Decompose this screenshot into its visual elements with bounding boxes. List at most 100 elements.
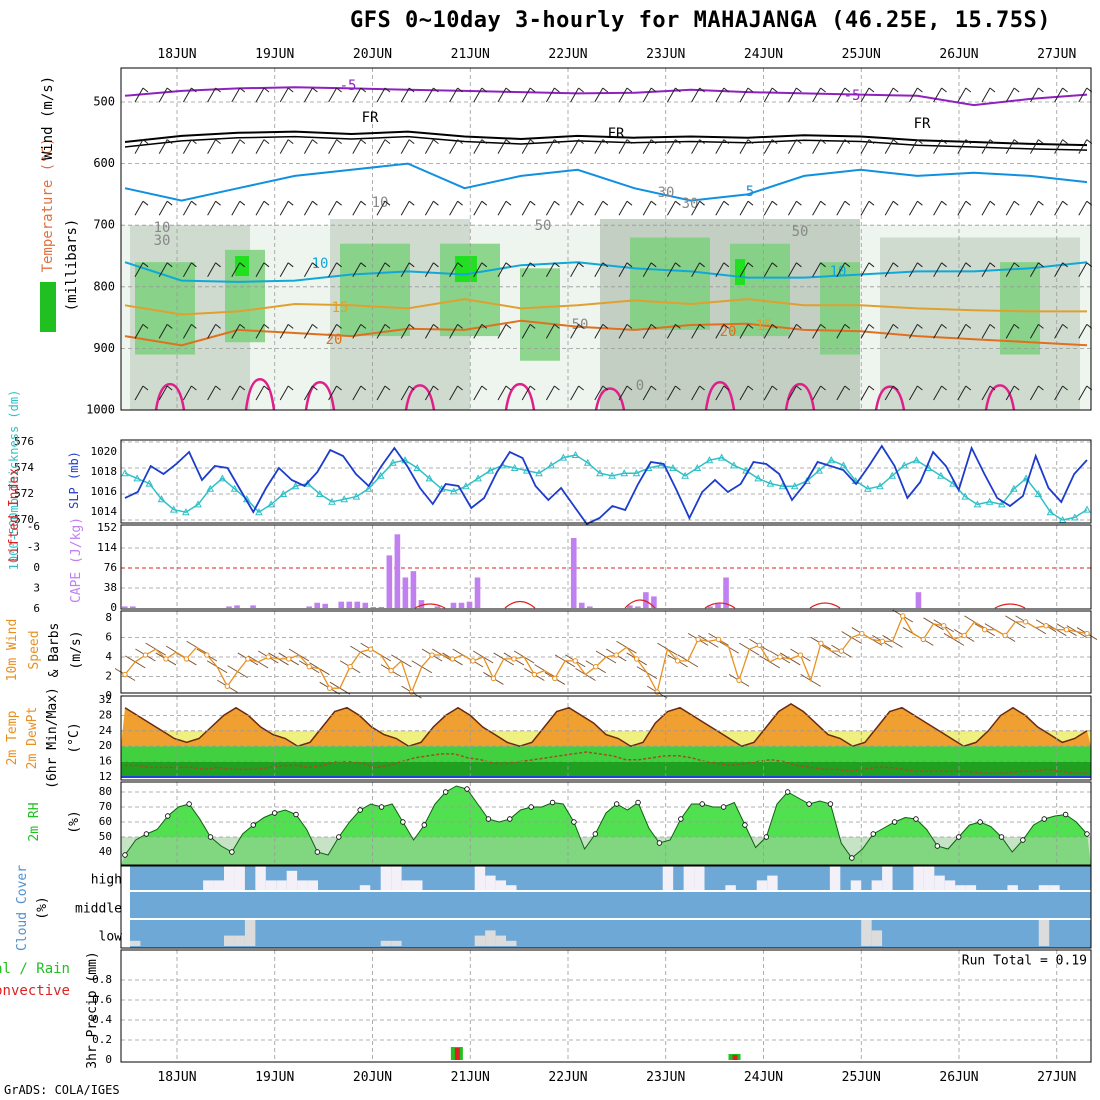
- wind-speed-point: [593, 664, 599, 670]
- wind-barb-flag: [796, 324, 802, 329]
- axis-label: Wind (m/s): [40, 76, 56, 160]
- isotherm-25-line: [594, 387, 626, 411]
- tick-label: 0.2: [92, 1033, 112, 1046]
- wind-barb-flag: [481, 262, 488, 268]
- rh-high-region: [340, 243, 410, 337]
- rh-point: [1062, 811, 1069, 818]
- cloud-high-bar: [955, 885, 966, 890]
- wind-barb: [424, 139, 434, 154]
- thickness-point: [559, 453, 568, 461]
- axis-label: (%): [35, 896, 50, 919]
- cloud-cover-panel: high middle low Cloud Cover (%): [15, 865, 1092, 951]
- wind-barb: [570, 200, 580, 216]
- wind-barb-flag: [529, 87, 536, 93]
- tick-label: 152: [97, 521, 117, 534]
- tick-label: 38: [104, 581, 117, 594]
- cape-bar: [314, 602, 321, 608]
- wind-barb: [739, 262, 749, 278]
- wind-barb: [279, 262, 289, 278]
- wind-barb: [763, 324, 773, 339]
- wind-barb: [521, 262, 531, 278]
- wind-barb: [715, 87, 725, 103]
- wind-barb: [279, 200, 289, 216]
- thickness-point: [571, 450, 580, 458]
- axis-label: 3hr Precip (mm): [85, 951, 100, 1068]
- wind-barb-flag: [263, 385, 270, 391]
- wind-speed-point: [306, 664, 312, 670]
- wind-barb: [400, 139, 410, 154]
- date-label-top: 20JUN: [353, 47, 392, 62]
- wind-speed-point: [142, 652, 149, 658]
- wind-barb: [666, 139, 676, 154]
- wind-barb: [545, 324, 555, 339]
- rh-point: [485, 816, 492, 822]
- cape-bar: [635, 606, 641, 608]
- wind-barb: [473, 200, 483, 216]
- wind-barb-flag: [1038, 262, 1044, 268]
- wind-barb: [473, 87, 483, 103]
- cape-bar: [322, 603, 329, 608]
- wind-barb: [618, 200, 628, 216]
- wind-barb-flag: [433, 87, 439, 93]
- rh-point: [742, 822, 748, 828]
- cloud-high-bar: [882, 866, 893, 890]
- wind-speed-point: [736, 677, 742, 684]
- wind-barb-flag: [287, 87, 294, 93]
- wind-barb: [860, 324, 870, 339]
- thickness-point: [376, 471, 385, 479]
- wind-speed-point: [1022, 619, 1029, 625]
- wind-barb: [957, 200, 967, 216]
- thickness-point: [340, 495, 349, 503]
- wind-barb: [352, 262, 362, 278]
- tick-label: 1020: [91, 445, 118, 458]
- cape-bar: [627, 605, 633, 608]
- wind-speed-point: [429, 652, 435, 658]
- wind-barb-flag: [1038, 87, 1044, 93]
- wind-barb: [739, 200, 749, 216]
- wind-barb: [570, 262, 580, 278]
- wind-barb: [1078, 324, 1088, 339]
- wind-barb-flag: [457, 385, 463, 391]
- wind-barb: [400, 87, 410, 103]
- axis-label: (6hr Min/Max): [45, 687, 60, 789]
- wind-barb-flag: [554, 87, 560, 93]
- tick-label: 0: [110, 601, 117, 614]
- rh-legend-swatch: [40, 282, 56, 332]
- cape-lifted-panel: 6 3 0 -3 -6 0 38 76 114 152 Lifted Index CAPE (J/kg…: [7, 468, 1092, 615]
- tick-label: 800: [93, 279, 115, 293]
- lifted-index-line: [994, 603, 1026, 609]
- cloud-high-bar: [725, 885, 736, 890]
- cloud-high-bar: [662, 866, 674, 890]
- wind-speed-point: [879, 638, 886, 645]
- wind-barb-flag: [699, 200, 705, 206]
- cloud-high-bar: [944, 880, 956, 890]
- wind-barb: [158, 385, 168, 401]
- wind-barb: [1029, 139, 1039, 154]
- wind-barb: [1054, 385, 1064, 401]
- wind-barb-flag: [287, 324, 294, 329]
- wind-barb-flag: [191, 87, 197, 93]
- wind-barb: [158, 200, 168, 216]
- wind-barb-flag: [457, 139, 463, 144]
- wind-barb: [207, 200, 217, 216]
- wind-barb-flag: [360, 87, 367, 93]
- contour-label: 5: [746, 184, 754, 200]
- wind-barb: [182, 200, 192, 216]
- wind-barb-flag: [650, 324, 657, 329]
- tick-label: 80: [99, 785, 112, 798]
- wind-barb-flag: [263, 324, 270, 329]
- cloud-high-bar: [829, 866, 841, 890]
- cloud-low-bar: [861, 920, 872, 946]
- wind-barb-flag: [142, 385, 149, 391]
- wind-barb-flag: [868, 324, 875, 329]
- wind-barb: [473, 324, 483, 339]
- wind-barb: [352, 139, 362, 154]
- wind-barb-flag: [239, 87, 246, 93]
- thickness-point: [973, 500, 982, 508]
- wind-barb: [134, 262, 144, 278]
- wind-speed-point: [286, 656, 292, 662]
- wind-barb: [981, 200, 991, 216]
- tick-label: 0.6: [92, 993, 112, 1006]
- thickness-point: [1010, 484, 1018, 492]
- rh-point: [250, 822, 256, 828]
